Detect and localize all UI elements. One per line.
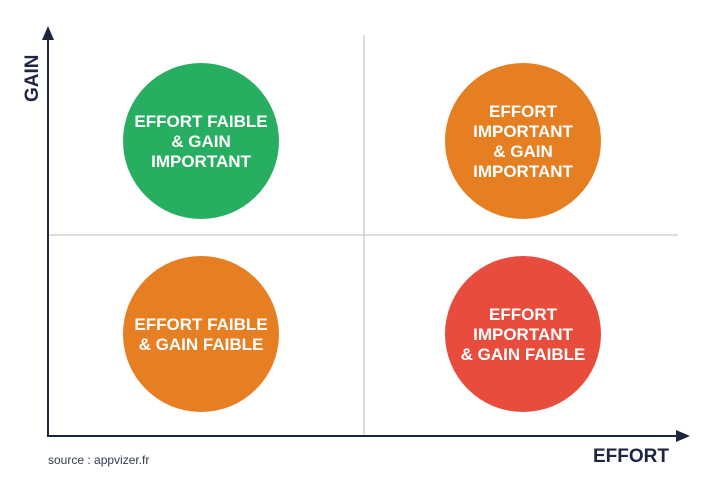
quadrant-low-effort-high-gain: EFFORT FAIBLE & GAIN IMPORTANT xyxy=(123,63,279,219)
quadrant-label-line: IMPORTANT xyxy=(151,152,251,171)
quadrant-label-line: IMPORTANT xyxy=(473,122,573,141)
quadrant-label-line: & GAIN xyxy=(493,142,553,161)
quadrant-label-line: IMPORTANT xyxy=(473,325,573,344)
quadrant-label-line: EFFORT FAIBLE xyxy=(134,112,267,131)
quadrant-label: EFFORT IMPORTANT & GAIN FAIBLE xyxy=(461,305,586,364)
x-axis-arrow-icon xyxy=(676,430,690,442)
quadrant-label-line: IMPORTANT xyxy=(473,162,573,181)
quadrant-high-effort-high-gain: EFFORT IMPORTANT & GAIN IMPORTANT xyxy=(445,63,601,219)
quadrant-label: EFFORT FAIBLE & GAIN FAIBLE xyxy=(134,315,267,354)
quadrant-label-line: EFFORT xyxy=(489,102,558,121)
y-axis-label: GAIN xyxy=(22,55,43,103)
quadrant-label-line: & GAIN xyxy=(171,132,231,151)
quadrant-label-line: EFFORT FAIBLE xyxy=(134,315,267,334)
quadrant-bubble xyxy=(445,63,601,219)
quadrant-label-line: EFFORT xyxy=(489,305,558,324)
quadrant-high-effort-low-gain: EFFORT IMPORTANT & GAIN FAIBLE xyxy=(445,256,601,412)
quadrant-label-line: & GAIN FAIBLE xyxy=(461,345,586,364)
quadrant-label: EFFORT IMPORTANT & GAIN IMPORTANT xyxy=(473,102,573,181)
quadrant-low-effort-low-gain: EFFORT FAIBLE & GAIN FAIBLE xyxy=(123,256,279,412)
x-axis-label: EFFORT xyxy=(593,446,669,467)
quadrant-bubble xyxy=(123,256,279,412)
quadrant-bubble xyxy=(445,256,601,412)
quadrant-bubble xyxy=(123,63,279,219)
y-axis-arrow-icon xyxy=(42,26,54,40)
quadrant-label: EFFORT FAIBLE & GAIN IMPORTANT xyxy=(134,112,267,171)
quadrant-label-line: & GAIN FAIBLE xyxy=(139,335,264,354)
source-note: source : appvizer.fr xyxy=(48,453,149,467)
